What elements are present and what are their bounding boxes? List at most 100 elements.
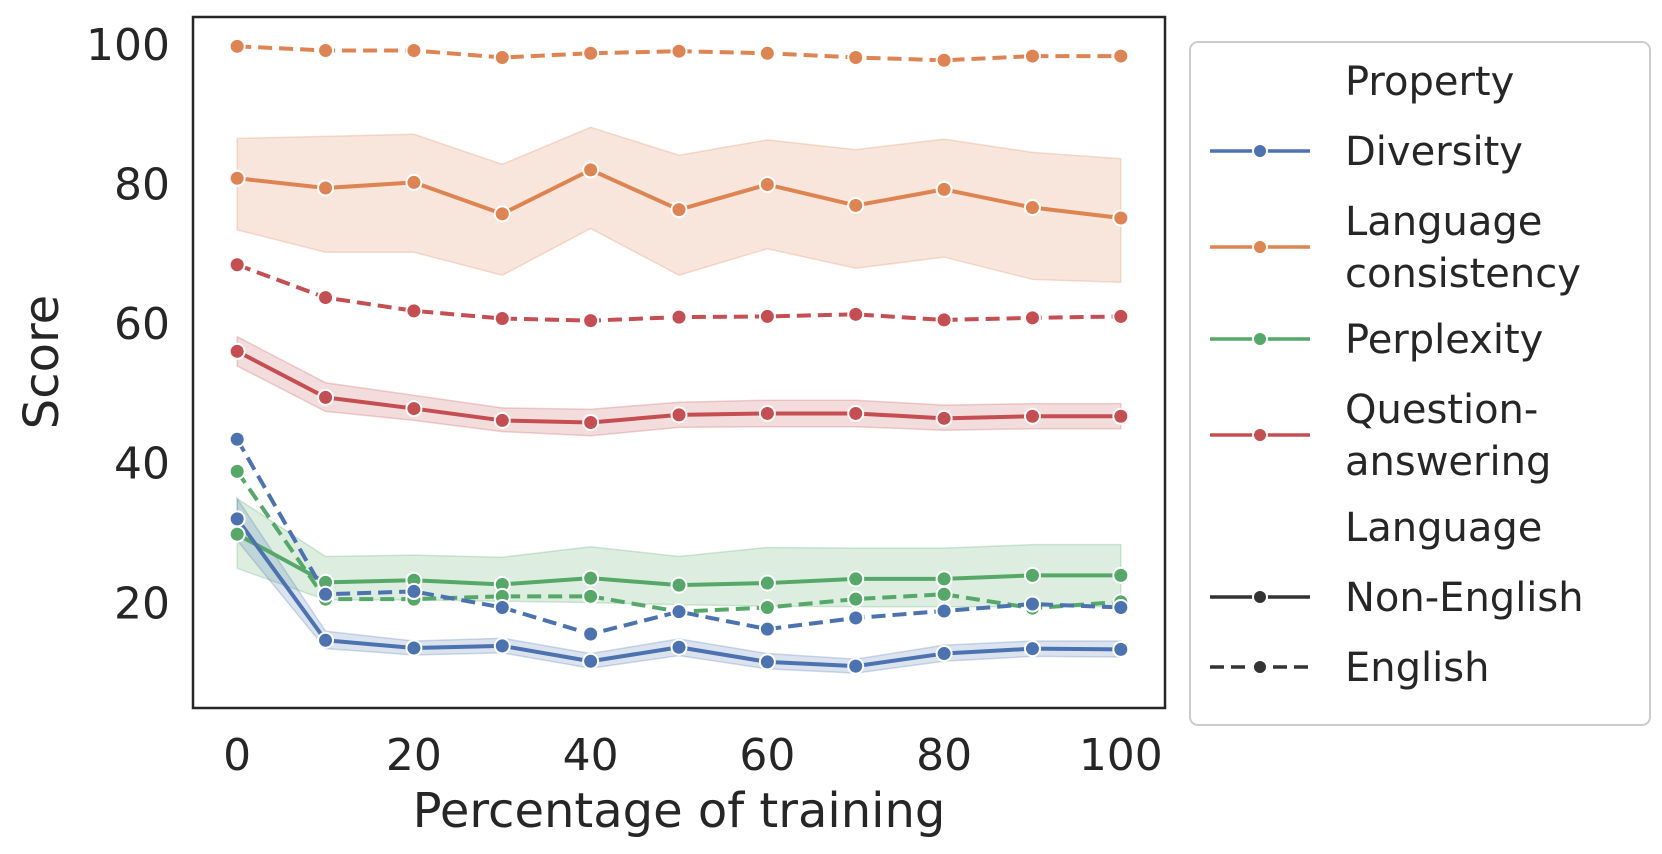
point-language-consistency-non-english <box>1023 199 1041 217</box>
point-question-answering-non-english <box>1112 407 1130 425</box>
point-perplexity-non-english <box>1112 566 1130 584</box>
point-language-consistency-english <box>935 51 953 69</box>
point-question-answering-english <box>1112 307 1130 325</box>
point-diversity-english <box>405 582 423 600</box>
point-diversity-non-english <box>582 652 600 670</box>
point-diversity-non-english <box>1023 640 1041 658</box>
point-diversity-english <box>1023 595 1041 613</box>
point-diversity-english <box>582 625 600 643</box>
legend-label: English <box>1345 645 1489 691</box>
point-language-consistency-non-english <box>582 161 600 179</box>
legend-marker-handle <box>1252 589 1268 605</box>
point-diversity-english <box>493 598 511 616</box>
x-tick-label: 100 <box>1079 730 1163 781</box>
point-question-answering-non-english <box>582 414 600 432</box>
line-diversity-english <box>235 438 1121 637</box>
point-diversity-non-english <box>935 645 953 663</box>
y-tick-label: 80 <box>114 160 170 211</box>
legend-marker-handle <box>1252 331 1268 347</box>
point-language-consistency-english <box>228 37 246 55</box>
point-question-answering-english <box>317 289 335 307</box>
legend-marker-handle <box>1252 143 1268 159</box>
legend-label: Non-English <box>1345 575 1584 621</box>
point-diversity-non-english <box>493 637 511 655</box>
point-question-answering-non-english <box>493 411 511 429</box>
point-diversity-english <box>758 620 776 638</box>
point-question-answering-english <box>1023 309 1041 327</box>
y-axis-label: Score <box>14 295 70 429</box>
point-language-consistency-english <box>670 42 688 60</box>
point-diversity-english <box>1112 598 1130 616</box>
point-diversity-english <box>847 609 865 627</box>
x-tick-label: 80 <box>916 730 972 781</box>
point-question-answering-english <box>935 311 953 329</box>
point-language-consistency-non-english <box>935 180 953 198</box>
point-question-answering-non-english <box>935 409 953 427</box>
point-language-consistency-english <box>405 42 423 60</box>
legend-title: Language <box>1345 505 1542 551</box>
point-question-answering-non-english <box>228 342 246 360</box>
x-tick-label: 60 <box>739 730 795 781</box>
point-diversity-non-english <box>670 638 688 656</box>
x-axis-label: Percentage of training <box>413 783 946 839</box>
legend-label: Diversity <box>1345 129 1523 175</box>
legend-label: Question- <box>1345 387 1538 433</box>
y-tick-label: 100 <box>86 20 170 71</box>
point-language-consistency-non-english <box>1112 209 1130 227</box>
point-language-consistency-english <box>317 42 335 60</box>
legend: Property Diversity Language consistency Perp… <box>1189 41 1651 726</box>
point-language-consistency-non-english <box>493 205 511 223</box>
y-tick-label: 20 <box>114 578 170 629</box>
point-question-answering-english <box>582 312 600 330</box>
legend-marker-handle <box>1252 239 1268 255</box>
legend-label: Language <box>1345 199 1542 245</box>
point-question-answering-non-english <box>405 400 423 418</box>
series-markers <box>228 37 1130 675</box>
point-perplexity-non-english <box>670 576 688 594</box>
point-diversity-english <box>228 430 246 448</box>
point-perplexity-non-english <box>582 569 600 587</box>
x-axis-ticks: 0 20 40 60 80 100 <box>223 730 1163 781</box>
point-perplexity-english <box>935 585 953 603</box>
point-perplexity-non-english <box>1023 566 1041 584</box>
x-tick-label: 40 <box>563 730 619 781</box>
point-perplexity-non-english <box>758 574 776 592</box>
point-language-consistency-english <box>582 44 600 62</box>
legend-label: Perplexity <box>1345 317 1543 363</box>
legend-marker-handle <box>1252 659 1268 675</box>
point-question-answering-non-english <box>1023 407 1041 425</box>
point-diversity-non-english <box>317 631 335 649</box>
point-question-answering-english <box>405 302 423 320</box>
point-perplexity-english <box>847 590 865 608</box>
legend-label: consistency <box>1345 251 1581 297</box>
point-language-consistency-non-english <box>847 196 865 214</box>
point-diversity-non-english <box>1112 640 1130 658</box>
point-diversity-non-english <box>758 653 776 671</box>
point-question-answering-english <box>493 310 511 328</box>
legend-box <box>1189 41 1651 726</box>
point-language-consistency-english <box>493 48 511 66</box>
legend-marker-handle <box>1252 427 1268 443</box>
point-language-consistency-non-english <box>758 176 776 194</box>
point-language-consistency-non-english <box>228 169 246 187</box>
point-language-consistency-english <box>847 48 865 66</box>
point-diversity-english <box>670 603 688 621</box>
point-question-answering-non-english <box>847 404 865 422</box>
point-question-answering-english <box>758 307 776 325</box>
point-language-consistency-non-english <box>317 179 335 197</box>
plot-frame <box>191 15 1167 710</box>
point-perplexity-english <box>582 587 600 605</box>
point-language-consistency-english <box>1023 47 1041 65</box>
point-question-answering-english <box>847 305 865 323</box>
point-question-answering-non-english <box>670 406 688 424</box>
point-perplexity-non-english <box>847 570 865 588</box>
point-diversity-non-english <box>847 657 865 675</box>
legend-title: Property <box>1345 59 1514 105</box>
band-question-answering-non-english <box>236 335 1122 437</box>
y-axis-ticks: 20 40 60 80 100 <box>86 20 170 629</box>
x-tick-label: 20 <box>386 730 442 781</box>
point-language-consistency-english <box>758 44 776 62</box>
point-diversity-english <box>317 585 335 603</box>
y-tick-label: 60 <box>114 299 170 350</box>
